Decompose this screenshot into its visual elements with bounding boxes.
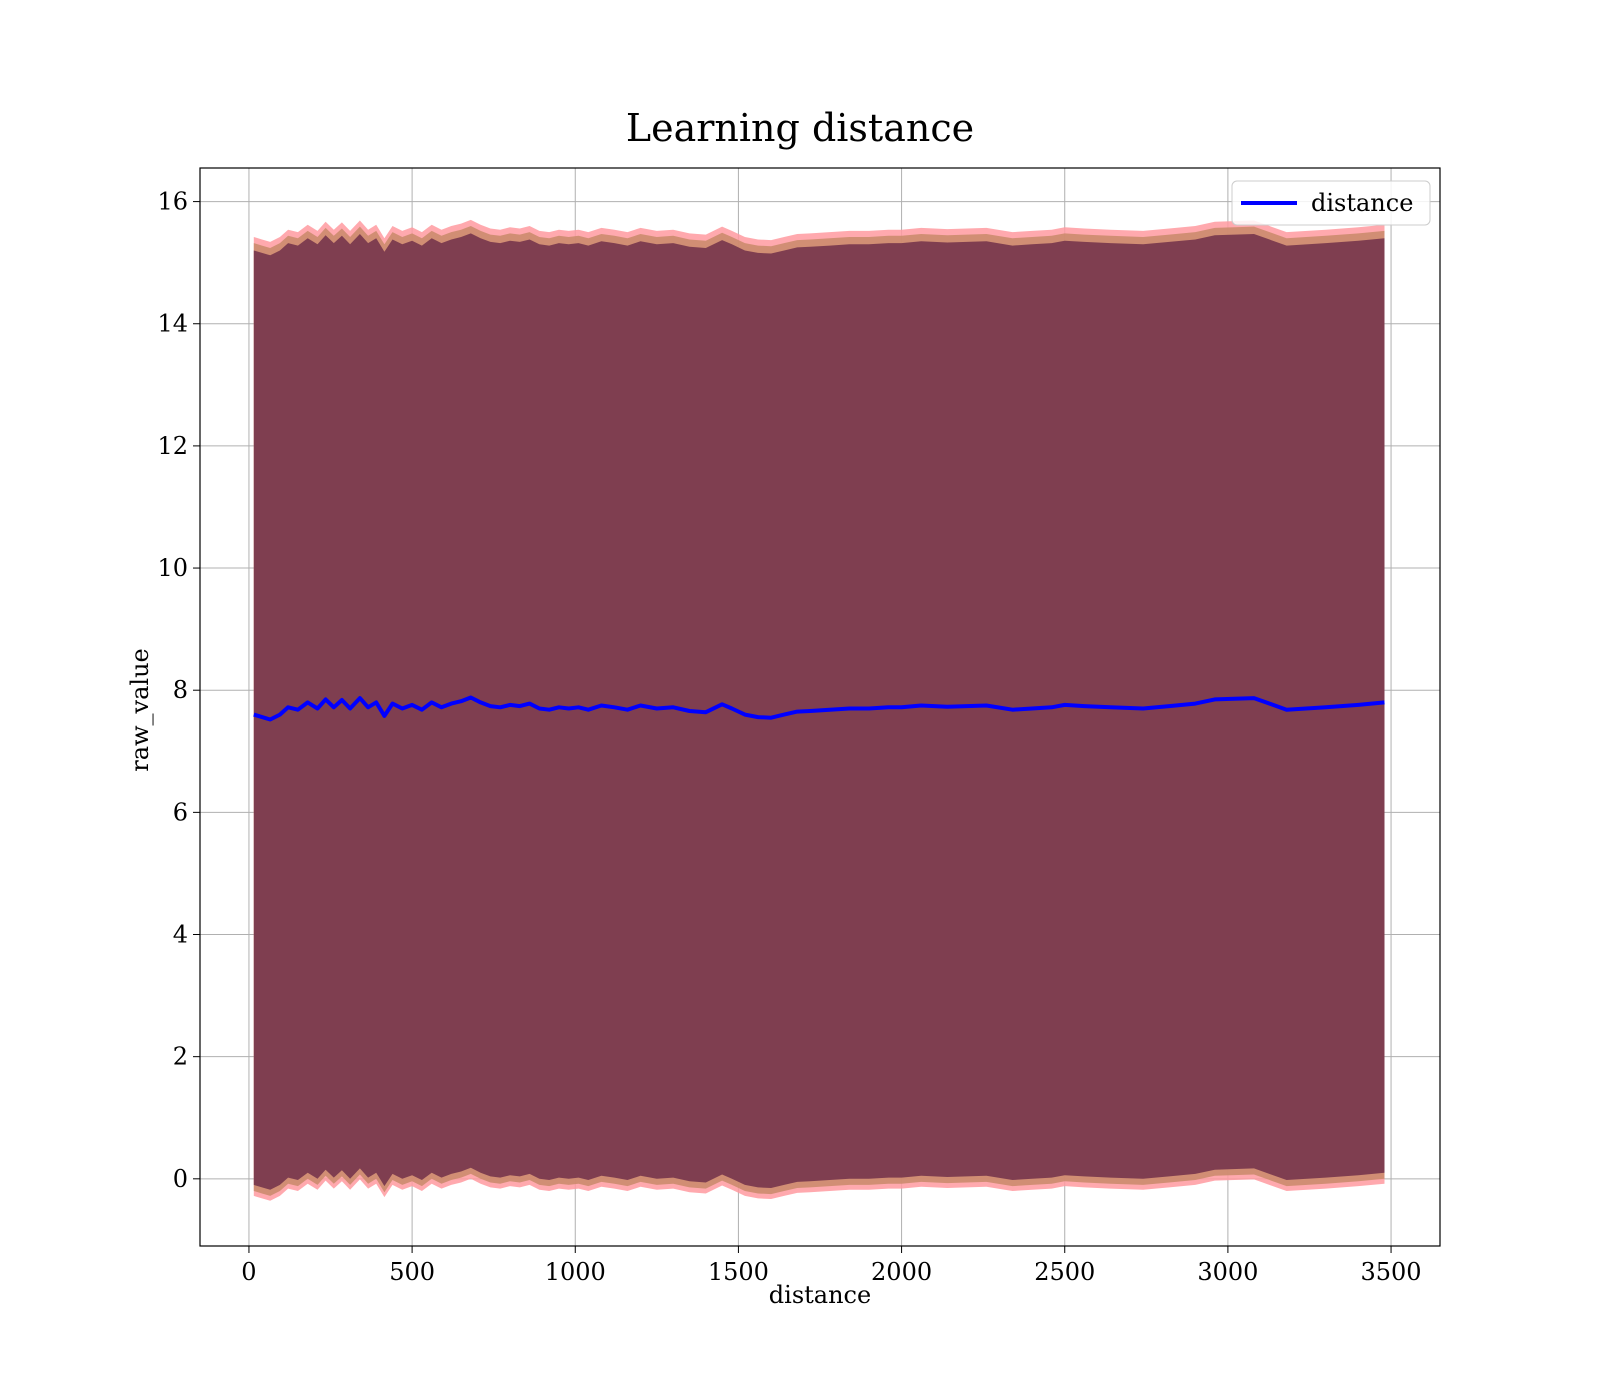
x-tick-label: 500 <box>389 1258 435 1286</box>
y-axis-ticks: 0 2 4 6 8 10 12 14 16 <box>157 188 200 1193</box>
y-tick-label: 10 <box>157 554 188 582</box>
x-tick-label: 3000 <box>1197 1258 1258 1286</box>
x-tick-label: 0 <box>241 1258 256 1286</box>
x-tick-label: 3500 <box>1361 1258 1422 1286</box>
x-tick-label: 2500 <box>1034 1258 1095 1286</box>
x-axis-label: distance <box>769 1281 871 1309</box>
chart-title: Learning distance <box>626 106 974 150</box>
legend: distance <box>1231 180 1431 226</box>
y-tick-label: 4 <box>173 921 188 949</box>
plot-frame <box>199 167 1441 1247</box>
legend-label: distance <box>1311 189 1413 217</box>
y-tick-label: 8 <box>173 676 188 704</box>
series-lines <box>253 695 1385 722</box>
series-line-distance <box>253 695 1385 722</box>
x-axis-ticks: 0 500 1000 1500 2000 2500 3000 3500 <box>241 1246 1422 1286</box>
y-tick-label: 16 <box>157 188 188 216</box>
y-tick-label: 0 <box>173 1165 188 1193</box>
legend-box <box>1231 180 1431 226</box>
x-tick-label: 2000 <box>871 1258 932 1286</box>
y-tick-label: 12 <box>157 432 188 460</box>
y-tick-label: 14 <box>157 310 188 338</box>
y-tick-label: 6 <box>173 798 188 826</box>
y-axis-label: raw_value <box>126 648 154 772</box>
y-tick-label: 2 <box>173 1043 188 1071</box>
x-tick-label: 1500 <box>708 1258 769 1286</box>
x-tick-label: 1000 <box>545 1258 606 1286</box>
